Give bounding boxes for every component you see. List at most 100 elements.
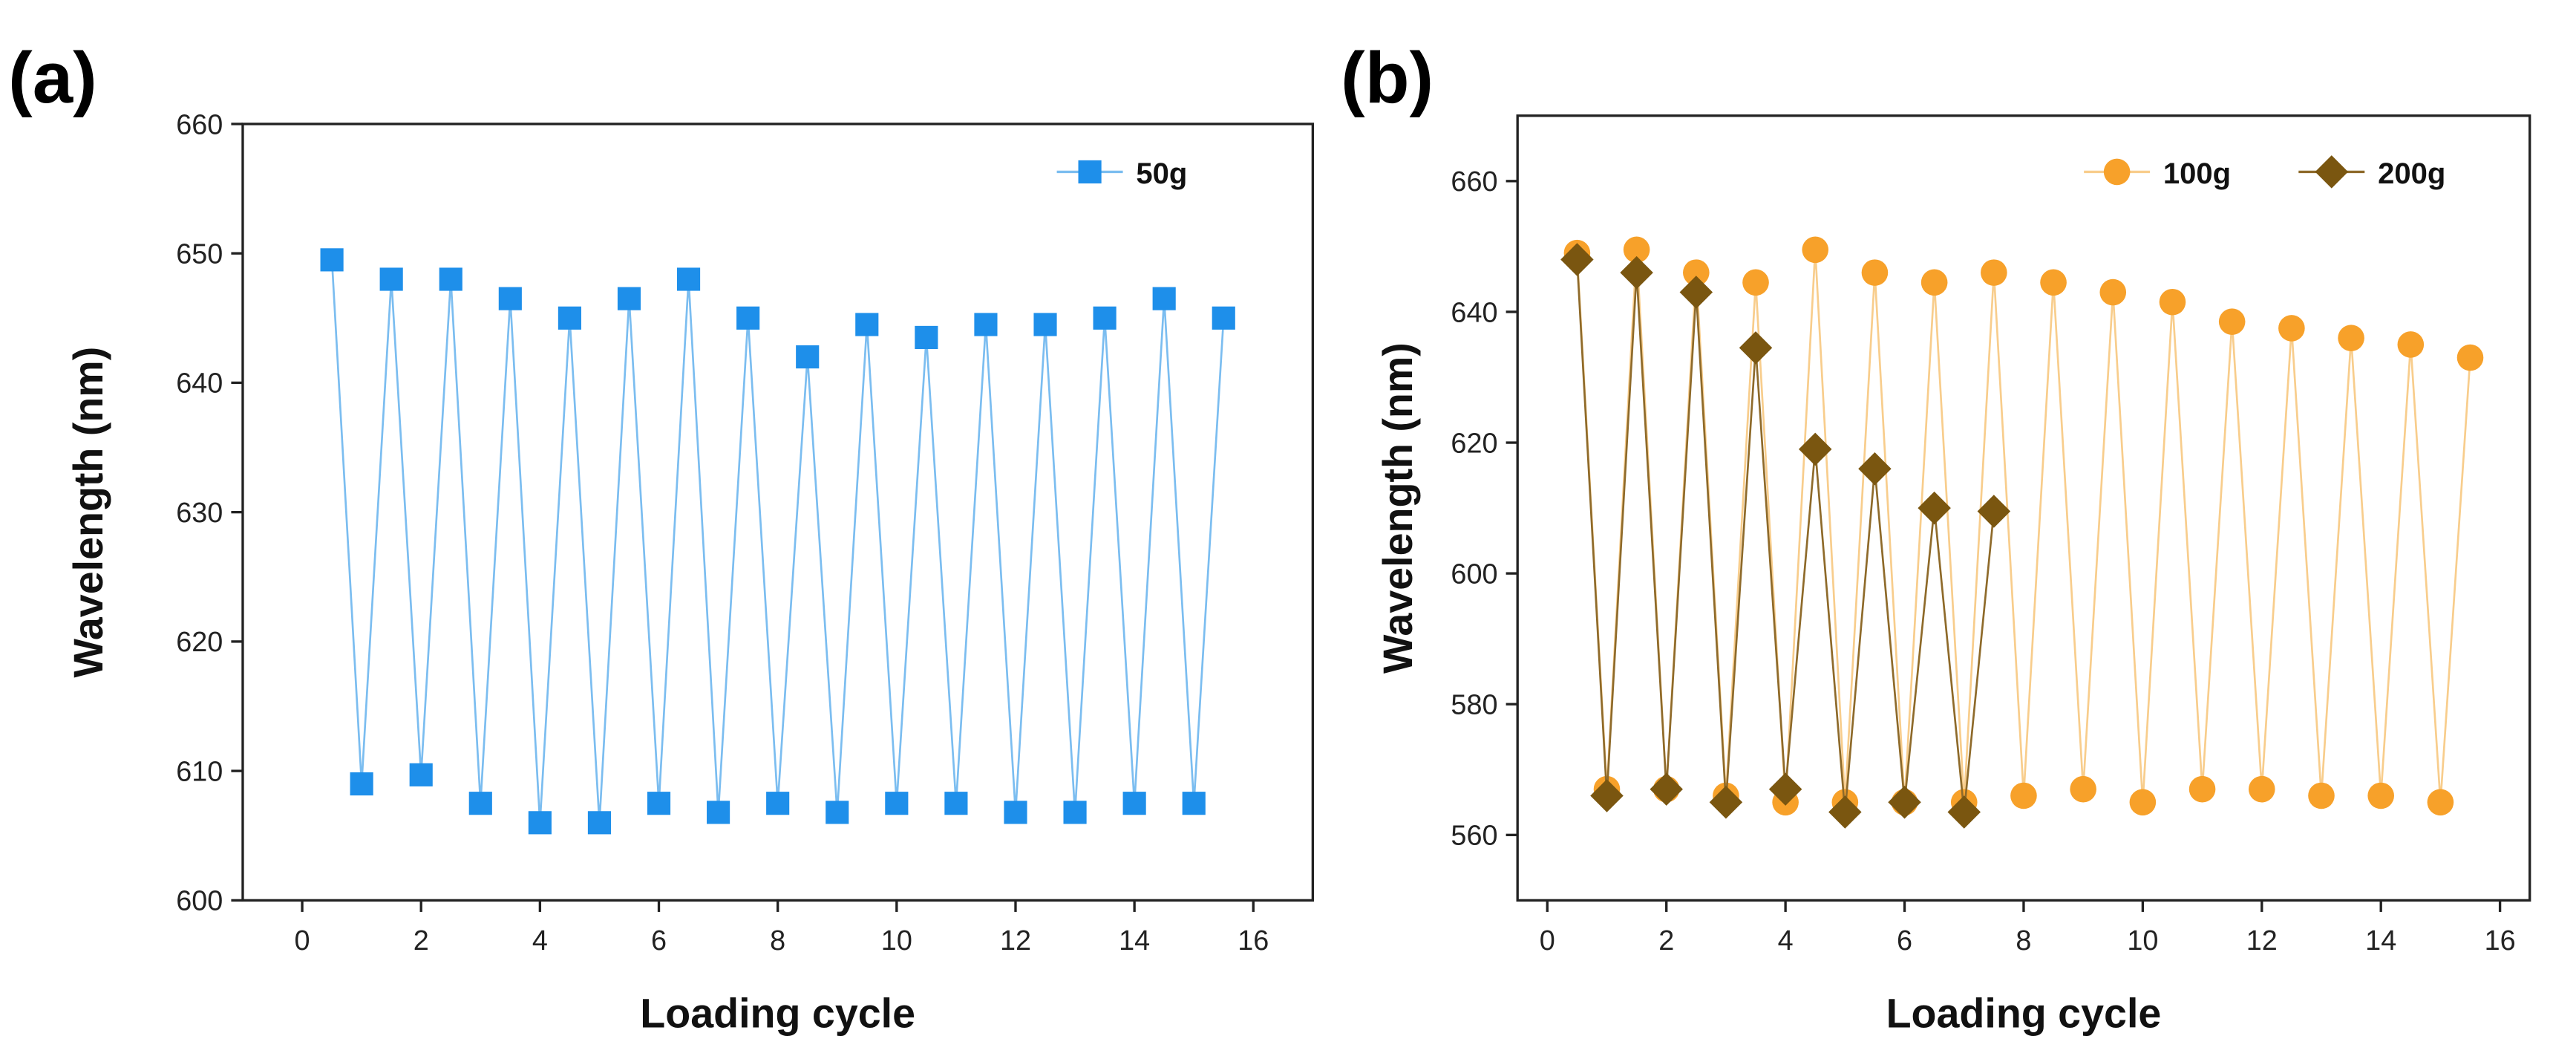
x-tick-label: 8 xyxy=(2016,925,2031,957)
data-point xyxy=(1620,255,1653,290)
data-point xyxy=(409,763,433,786)
legend-label: 200g xyxy=(2378,157,2445,190)
x-tick-label: 4 xyxy=(1778,925,1794,957)
x-axis-label: Loading cycle xyxy=(640,991,915,1037)
data-point xyxy=(2070,775,2096,803)
x-tick-label: 10 xyxy=(2127,925,2158,957)
data-point xyxy=(1683,259,1710,286)
data-point xyxy=(2040,269,2067,296)
data-point xyxy=(1742,269,1769,296)
data-point xyxy=(915,325,938,349)
legend-marker xyxy=(2315,155,2349,189)
data-point xyxy=(2338,325,2364,351)
data-point xyxy=(1650,772,1683,806)
x-tick-label: 10 xyxy=(881,925,912,957)
data-point xyxy=(1560,243,1594,276)
x-axis-label: Loading cycle xyxy=(1886,991,2162,1037)
data-point xyxy=(617,287,641,310)
data-point xyxy=(320,248,344,272)
series-50g xyxy=(320,248,1235,835)
data-point xyxy=(676,267,701,291)
data-point xyxy=(2159,288,2186,316)
series-200g xyxy=(1560,243,2011,829)
data-point xyxy=(558,306,581,330)
data-point xyxy=(2188,775,2216,803)
y-tick-label: 650 xyxy=(176,239,223,270)
series-line xyxy=(1576,250,2471,803)
y-tick-label: 560 xyxy=(1451,821,1497,852)
data-point xyxy=(1679,276,1713,309)
data-point xyxy=(2278,315,2305,342)
x-tick-label: 6 xyxy=(651,925,667,957)
data-point xyxy=(885,792,909,815)
data-point xyxy=(944,792,968,815)
data-point xyxy=(587,811,612,835)
series-100g xyxy=(1563,236,2484,816)
data-point xyxy=(498,287,522,310)
data-point xyxy=(1981,259,2007,286)
y-tick-label: 620 xyxy=(176,627,223,658)
data-point xyxy=(1918,491,1951,525)
legend-label: 50g xyxy=(1136,157,1187,190)
data-point xyxy=(1768,772,1802,806)
data-point xyxy=(1828,795,1862,829)
legend-label: 100g xyxy=(2163,157,2231,190)
data-point xyxy=(2129,789,2157,816)
x-tick-label: 12 xyxy=(2246,925,2278,957)
chart-a: (a) 0 2 4 6 8 10 12 14 16 600 610 620 630 640 650 660 Loa… xyxy=(8,36,1315,1037)
data-point xyxy=(1033,313,1057,336)
data-point xyxy=(766,792,790,815)
data-point xyxy=(379,267,403,291)
y-tick-label: 610 xyxy=(176,756,223,787)
x-tick-label: 12 xyxy=(1000,925,1031,957)
data-point xyxy=(707,801,730,824)
data-point xyxy=(2248,775,2275,803)
legend-marker xyxy=(1078,160,1102,183)
data-point xyxy=(2397,331,2425,358)
data-point xyxy=(350,772,373,796)
data-point xyxy=(2010,782,2037,809)
data-point xyxy=(1590,779,1624,812)
y-tick-label: 630 xyxy=(176,498,223,529)
data-point xyxy=(1888,786,1921,819)
data-point xyxy=(2367,782,2394,809)
data-point xyxy=(468,792,492,815)
data-point xyxy=(1802,236,1829,264)
x-tick-label: 2 xyxy=(413,925,429,957)
data-point xyxy=(1947,795,1981,829)
data-point xyxy=(1858,452,1892,486)
data-point xyxy=(1093,306,1117,330)
data-point xyxy=(1152,287,1176,310)
x-tick-label: 2 xyxy=(1658,925,1674,957)
data-point xyxy=(1798,432,1832,466)
data-point xyxy=(2218,308,2246,335)
x-tick-label: 14 xyxy=(1119,925,1150,957)
data-point xyxy=(1122,792,1146,815)
y-tick-label: 640 xyxy=(176,368,223,400)
chart-b: (b) 0 2 4 6 8 10 12 14 16 560 580 600 620 640 660 Loadin… xyxy=(1341,36,2531,1037)
data-point xyxy=(2099,278,2127,306)
y-tick-label: 620 xyxy=(1451,428,1497,459)
data-point xyxy=(1063,801,1087,824)
data-point xyxy=(1739,331,1773,365)
x-tick-label: 14 xyxy=(2365,925,2396,957)
x-tick-label: 0 xyxy=(295,925,310,957)
data-point xyxy=(736,306,760,330)
data-point xyxy=(1623,236,1650,264)
y-tick-label: 600 xyxy=(1451,558,1497,590)
x-tick-label: 16 xyxy=(2485,925,2516,957)
y-tick-label: 640 xyxy=(1451,297,1497,328)
panel-label: (b) xyxy=(1341,36,1434,118)
data-point xyxy=(1004,801,1027,824)
x-tick-label: 6 xyxy=(1897,925,1912,957)
y-tick-label: 660 xyxy=(176,109,223,140)
data-point xyxy=(528,811,552,835)
y-axis-label: Wavelength (nm) xyxy=(65,347,111,678)
x-tick-label: 8 xyxy=(770,925,785,957)
x-tick-label: 16 xyxy=(1238,925,1269,957)
y-axis-label: Wavelength (nm) xyxy=(1375,342,1421,674)
series-line xyxy=(330,259,1225,823)
data-point xyxy=(2427,789,2454,816)
data-point xyxy=(1182,792,1206,815)
y-tick-label: 600 xyxy=(176,886,223,917)
